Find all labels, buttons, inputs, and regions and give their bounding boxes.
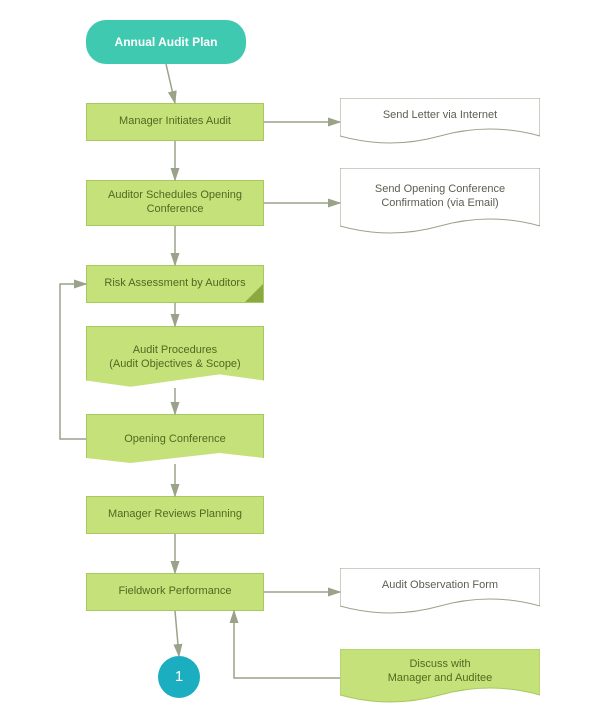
process-auditor-schedules: Auditor Schedules Opening Conference (86, 180, 264, 226)
terminator-start: Annual Audit Plan (86, 20, 246, 64)
process-label: Opening Conference (124, 433, 226, 447)
process-label: Manager Initiates Audit (119, 115, 231, 129)
process-fieldwork: Fieldwork Performance (86, 573, 264, 611)
process-opening-conference: Opening Conference (86, 414, 264, 464)
process-manager-initiates: Manager Initiates Audit (86, 103, 264, 141)
document-send-letter: Send Letter via Internet (340, 98, 540, 146)
process-label: Fieldwork Performance (118, 585, 231, 599)
process-audit-procedures: Audit Procedures (Audit Objectives & Sco… (86, 326, 264, 388)
document-label: Audit Observation Form (382, 579, 498, 593)
document-label: Send Opening Conference Confirmation (vi… (350, 183, 530, 211)
document-send-confirmation: Send Opening Conference Confirmation (vi… (340, 168, 540, 238)
document-label: Send Letter via Internet (383, 109, 497, 123)
terminator-label: Annual Audit Plan (115, 35, 218, 50)
process-label: Audit Procedures (Audit Objectives & Sco… (109, 344, 240, 372)
process-label: Risk Assessment by Auditors (104, 277, 245, 291)
process-manager-reviews: Manager Reviews Planning (86, 496, 264, 534)
process-label: Auditor Schedules Opening Conference (93, 189, 257, 217)
document-label: Discuss with Manager and Auditee (388, 658, 493, 686)
flowchart-canvas: Annual Audit Plan Manager Initiates Audi… (0, 0, 614, 725)
document-discuss: Discuss with Manager and Auditee (340, 649, 540, 707)
connector-1: 1 (158, 656, 200, 698)
fold-corner-icon (245, 284, 263, 302)
process-label: Manager Reviews Planning (108, 508, 242, 522)
process-risk-assessment: Risk Assessment by Auditors (86, 265, 264, 303)
connector-label: 1 (175, 668, 183, 687)
document-audit-observation: Audit Observation Form (340, 568, 540, 616)
